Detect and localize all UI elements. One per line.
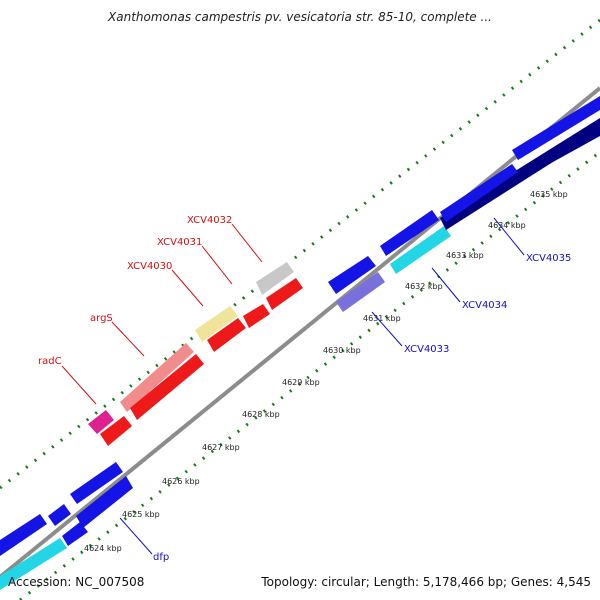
gene-label-argS[interactable]: argS: [90, 313, 113, 324]
gene-argS-lower[interactable]: [130, 354, 204, 420]
gene-XCV4033[interactable]: [336, 272, 385, 312]
gene-XCV4035[interactable]: [440, 118, 600, 230]
accession-text: Accession: NC_007508: [8, 575, 145, 589]
tick-label: 4627 kbp: [202, 443, 240, 452]
gene-argS[interactable]: [120, 343, 194, 412]
leader-XCV4031: [201, 245, 233, 285]
gene-XCV4033-upper[interactable]: [328, 256, 376, 294]
gene-radC[interactable]: [88, 410, 114, 434]
map-title: Xanthomonas campestris pv. vesicatoria s…: [108, 10, 492, 24]
outer-tick-ring: [0, 18, 600, 490]
summary-text: Topology: circular; Length: 5,178,466 bp…: [261, 575, 591, 589]
leader-XCV4035: [493, 217, 525, 256]
gene-XCV4032[interactable]: [256, 262, 294, 295]
gene-XCV4030-lower[interactable]: [207, 318, 246, 352]
leader-radC: [61, 365, 97, 405]
forward-genes: [88, 262, 303, 446]
leader-XCV4033: [371, 311, 403, 347]
tick-label: 4634 kbp: [488, 221, 526, 230]
tick-label: 4625 kbp: [122, 510, 160, 519]
leader-XCV4030: [171, 269, 204, 307]
tick-label: 4624 kbp: [84, 544, 122, 553]
gene-top-right-a[interactable]: [512, 96, 600, 160]
gene-lower-left[interactable]: [0, 514, 47, 556]
gene-label-XCV4031[interactable]: XCV4031: [157, 237, 202, 248]
tick-label: 4628 kbp: [242, 410, 280, 419]
tick-labels: 4624 kbp 4625 kbp 4626 kbp 4627 kbp 4628…: [84, 190, 568, 553]
tick-label: 4626 kbp: [162, 477, 200, 486]
gene-XCV4034-upper[interactable]: [380, 210, 439, 256]
gene-lower-b[interactable]: [48, 504, 71, 526]
gene-label-XCV4034[interactable]: XCV4034: [462, 300, 507, 311]
leader-dfp: [119, 517, 153, 555]
gene-label-XCV4033[interactable]: XCV4033: [404, 344, 449, 355]
gene-label-XCV4030[interactable]: XCV4030: [127, 261, 172, 272]
tick-label: 4632 kbp: [405, 282, 443, 291]
tick-label: 4635 kbp: [530, 190, 568, 199]
gene-label-XCV4035[interactable]: XCV4035: [526, 253, 571, 264]
gene-dfp[interactable]: [0, 538, 67, 590]
gene-label-leaders: [61, 217, 525, 555]
inner-tick-ring: [19, 150, 600, 600]
tick-label: 4630 kbp: [323, 346, 361, 355]
gene-label-radC[interactable]: radC: [38, 356, 62, 367]
leader-XCV4034: [431, 267, 461, 303]
reverse-genes: [0, 96, 600, 590]
leader-XCV4032: [231, 223, 263, 263]
tick-label: 4629 kbp: [282, 378, 320, 387]
tick-label: 4633 kbp: [446, 251, 484, 260]
tick-label: 4631 kbp: [363, 314, 401, 323]
backbone-outer: [0, 86, 600, 579]
gene-label-dfp[interactable]: dfp: [153, 552, 169, 563]
gene-labels: radC argS XCV4030 XCV4031 XCV4032 XCV403…: [38, 215, 571, 563]
leader-argS: [111, 321, 145, 357]
gene-lower-c[interactable]: [76, 476, 133, 528]
gene-radC-lower[interactable]: [100, 416, 132, 446]
gene-XCV4034[interactable]: [390, 226, 451, 274]
gene-XCV4032-lower[interactable]: [266, 278, 303, 310]
gene-XCV4031[interactable]: [243, 304, 270, 328]
gene-lower-a[interactable]: [70, 462, 123, 504]
gene-label-XCV4032[interactable]: XCV4032: [187, 215, 232, 226]
gene-XCV4030[interactable]: [195, 306, 238, 342]
gene-dfp-b[interactable]: [62, 522, 88, 546]
gene-top-right-b[interactable]: [518, 124, 600, 178]
gene-XCV4035-upper[interactable]: [440, 164, 518, 222]
